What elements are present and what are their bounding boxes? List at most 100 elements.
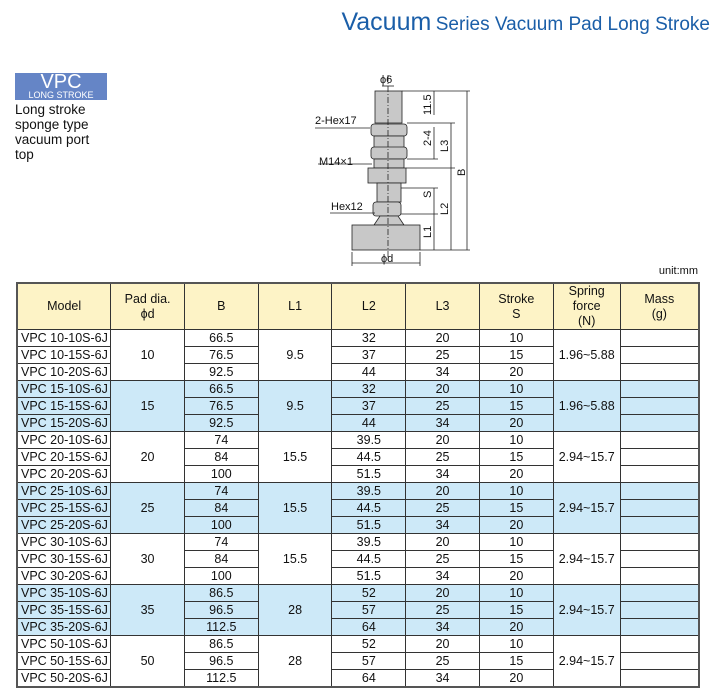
stroke-cell: 15: [478, 601, 554, 619]
table-row: VPC 25-15S-6J 84 44.5 25 15: [16, 499, 700, 517]
l2-cell: 44.5: [331, 448, 407, 466]
stroke-cell: 20: [478, 414, 554, 432]
table-row: VPC 15-20S-6J 92.5 44 34 20: [16, 414, 700, 432]
b-cell: 74: [183, 431, 259, 449]
l2-cell: 39.5: [331, 431, 407, 449]
l3-cell: 25: [405, 499, 480, 517]
mass-cell: [619, 397, 700, 415]
l2-cell: 44: [331, 363, 407, 381]
l1-cell: 9.5: [257, 329, 333, 381]
mass-cell: [619, 533, 700, 551]
l1-cell: 15.5: [257, 431, 333, 483]
model-cell: VPC 35-15S-6J: [16, 601, 112, 619]
l2-cell: 57: [331, 652, 407, 670]
mass-cell: [619, 465, 700, 483]
stroke-cell: 10: [478, 380, 554, 398]
l3-cell: 25: [405, 448, 480, 466]
header-b: B: [183, 282, 259, 330]
l3-cell: 34: [405, 465, 480, 483]
b-cell: 92.5: [183, 414, 259, 432]
model-cell: VPC 35-10S-6J: [16, 584, 112, 602]
title-series: Vacuum: [341, 8, 432, 36]
model-cell: VPC 20-15S-6J: [16, 448, 112, 466]
l3-cell: 20: [405, 584, 480, 602]
stroke-cell: 10: [478, 584, 554, 602]
pad-dia-cell: 30: [110, 533, 185, 585]
desc-line: sponge type: [15, 117, 89, 132]
b-cell: 84: [183, 448, 259, 466]
l3-cell: 25: [405, 601, 480, 619]
l1-cell: 9.5: [257, 380, 333, 432]
mass-cell: [619, 601, 700, 619]
spring-force-cell: 2.94~15.7: [552, 533, 621, 585]
table-row: VPC 20-15S-6J 84 44.5 25 15: [16, 448, 700, 466]
header-text: L1: [288, 299, 303, 313]
mass-cell: [619, 499, 700, 517]
b-cell: 96.5: [183, 601, 259, 619]
l2-cell: 39.5: [331, 482, 407, 500]
vacuum-pad-diagram: ϕ6 2-Hex17 M14×1 Hex12 ϕd 11.5 2-4 L3 B …: [315, 74, 470, 266]
sponge-pad: [351, 224, 421, 251]
hex12-nut: [372, 201, 402, 217]
dim-11-5: 11.5: [422, 94, 434, 115]
l2-cell: 64: [331, 669, 407, 688]
mass-cell: [619, 448, 700, 466]
header-l2: L2: [331, 282, 407, 330]
l3-cell: 34: [405, 516, 480, 534]
l3-cell: 34: [405, 669, 480, 688]
header-text: Stroke: [498, 291, 535, 306]
table-row: VPC 15-15S-6J 76.5 37 25 15: [16, 397, 700, 415]
l2-cell: 37: [331, 397, 407, 415]
spring-force-cell: 2.94~15.7: [552, 635, 621, 688]
desc-line: top: [15, 147, 34, 162]
page-title: Vacuum Series Vacuum Pad Long Stroke: [341, 8, 710, 37]
b-cell: 84: [183, 499, 259, 517]
b-cell: 112.5: [183, 618, 259, 636]
header-text: L3: [435, 299, 450, 313]
pad-dia-cell: 20: [110, 431, 185, 483]
hex17-label: 2-Hex17: [315, 115, 357, 127]
thread-label: M14×1: [319, 156, 353, 168]
l3-cell: 20: [405, 635, 480, 653]
mass-cell: [619, 346, 700, 364]
l3-cell: 25: [405, 397, 480, 415]
badge-sub: LONG STROKE: [28, 90, 94, 100]
model-cell: VPC 50-10S-6J: [16, 635, 112, 653]
b-cell: 84: [183, 550, 259, 568]
table-row: VPC 50-15S-6J 96.5 57 25 15: [16, 652, 700, 670]
l2-cell: 39.5: [331, 533, 407, 551]
stroke-cell: 10: [478, 533, 554, 551]
collar: [367, 167, 407, 184]
model-cell: VPC 50-20S-6J: [16, 669, 112, 688]
pad-dia-cell: 10: [110, 329, 185, 381]
header-text: S: [512, 306, 521, 321]
hex12-label: Hex12: [331, 201, 363, 213]
spring-force-cell: 2.94~15.7: [552, 584, 621, 636]
stroke-cell: 10: [478, 635, 554, 653]
l3-cell: 20: [405, 380, 480, 398]
header-l1: L1: [257, 282, 333, 330]
fitting: [374, 90, 403, 124]
b-cell: 92.5: [183, 363, 259, 381]
pad-dia-cell: 15: [110, 380, 185, 432]
b-cell: 74: [183, 482, 259, 500]
model-cell: VPC 10-20S-6J: [16, 363, 112, 381]
spring-force-cell: 1.96~5.88: [552, 329, 621, 381]
b-cell: 86.5: [183, 584, 259, 602]
tube-dia-label: ϕ6: [380, 74, 392, 86]
mass-cell: [619, 482, 700, 500]
model-cell: VPC 15-10S-6J: [16, 380, 112, 398]
dim-s: S: [422, 191, 434, 198]
l2-cell: 37: [331, 346, 407, 364]
table-row: VPC 10-15S-6J 76.5 37 25 15: [16, 346, 700, 364]
stroke-cell: 20: [478, 465, 554, 483]
b-cell: 76.5: [183, 397, 259, 415]
b-cell: 100: [183, 516, 259, 534]
l2-cell: 32: [331, 380, 407, 398]
pad-neck: [373, 215, 405, 226]
hex17-nut-bottom: [370, 146, 408, 160]
header-text: ϕd: [140, 306, 155, 321]
stroke-rod: [376, 182, 402, 203]
dim-l2: L2: [439, 203, 451, 215]
header-text: Model: [47, 299, 82, 313]
